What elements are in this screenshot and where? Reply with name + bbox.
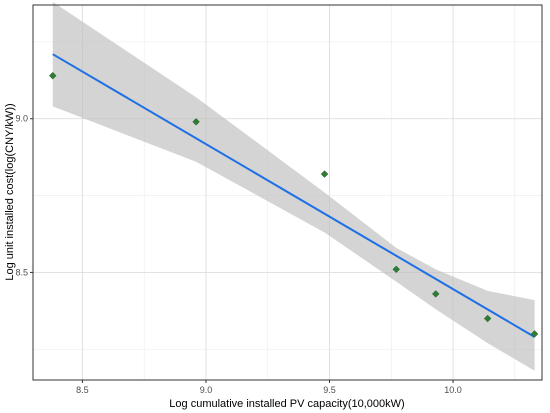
data-points [49, 71, 539, 338]
x-tick-label: 9.5 [323, 385, 336, 395]
data-point [483, 314, 492, 323]
x-tick-label: 9.0 [200, 385, 213, 395]
data-point [530, 330, 539, 338]
y-axis-ticks: 8.5 9.0 [15, 114, 33, 277]
x-tick-label: 8.5 [76, 385, 89, 395]
panel-border [32, 4, 543, 381]
confidence-band [52, 1, 535, 371]
x-axis-ticks: 8.5 9.0 9.5 10.0 [76, 380, 462, 395]
data-point [49, 71, 57, 80]
y-tick-label: 9.0 [15, 114, 28, 124]
data-point [431, 290, 440, 298]
x-axis-title: Log cumulative installed PV capacity(10,… [169, 398, 404, 410]
data-point [320, 170, 329, 178]
y-tick-label: 8.5 [15, 267, 28, 277]
data-point [392, 265, 400, 274]
x-tick-label: 10.0 [444, 385, 462, 395]
y-axis-title: Log unit installed cost(log(CNY/kW)) [4, 103, 16, 280]
data-point [192, 118, 200, 126]
regression-line [52, 53, 536, 338]
